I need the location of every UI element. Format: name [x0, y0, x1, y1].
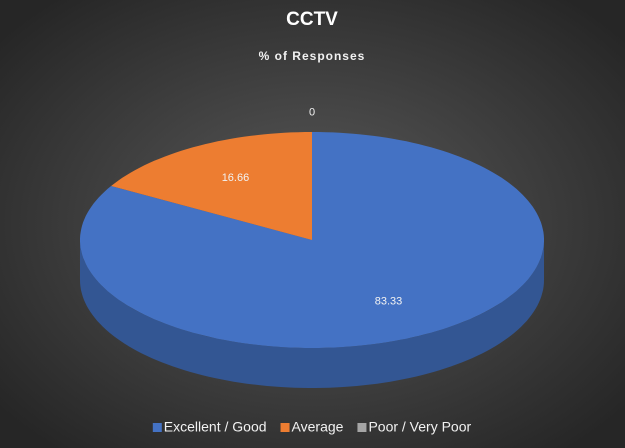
legend-label: Average: [292, 419, 344, 435]
legend-swatch: [357, 423, 367, 432]
legend-swatch: [280, 423, 290, 432]
chart-subtitle: % of Responses: [259, 49, 366, 63]
legend: Excellent / Good Average Poor / Very Poor: [152, 419, 471, 435]
legend-swatch: [152, 423, 162, 432]
chart-title: CCTV: [286, 9, 338, 30]
pie-side: [80, 240, 544, 388]
legend-label: Poor / Very Poor: [368, 419, 471, 435]
data-label: 0: [309, 106, 315, 118]
pie-slice: [111, 132, 312, 240]
legend-label: Excellent / Good: [164, 419, 267, 435]
data-label: 16.66: [222, 172, 250, 184]
data-label: 83.33: [375, 296, 403, 308]
